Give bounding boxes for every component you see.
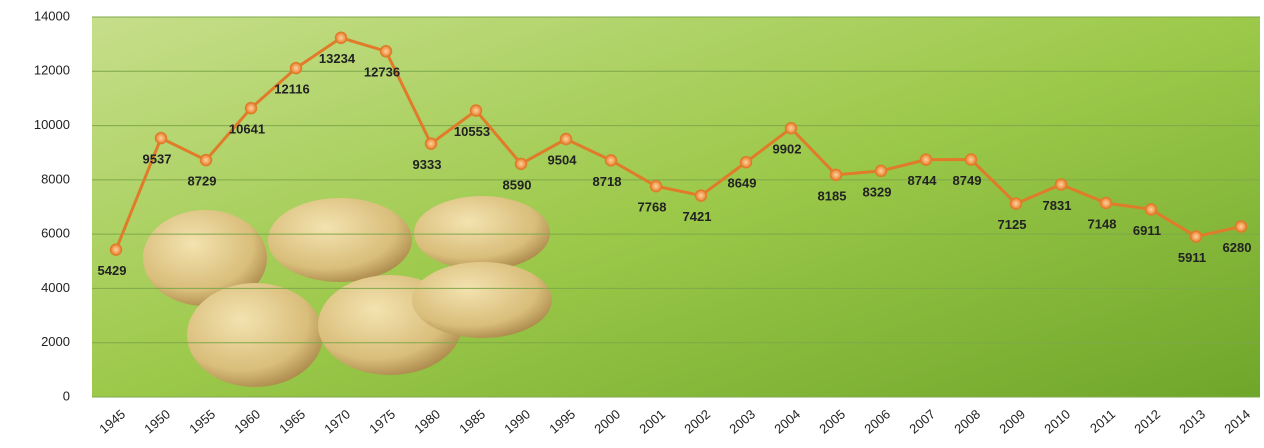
value-label: 8749 <box>953 173 982 188</box>
marker <box>334 31 348 45</box>
value-label: 7125 <box>998 217 1027 232</box>
value-label: 12116 <box>274 82 309 97</box>
x-tick-label: 1975 <box>366 406 398 436</box>
y-tick-label: 12000 <box>34 63 70 78</box>
value-label: 9504 <box>548 152 578 167</box>
x-tick-label: 1990 <box>501 406 533 436</box>
value-label: 8590 <box>503 177 532 192</box>
marker <box>874 164 888 178</box>
value-label: 10641 <box>229 122 265 137</box>
value-label: 5429 <box>98 263 127 278</box>
value-label: 6280 <box>1223 240 1252 255</box>
marker <box>424 137 438 150</box>
value-label: 13234 <box>319 51 356 66</box>
x-tick-label: 1965 <box>276 406 308 436</box>
marker <box>289 61 303 75</box>
marker <box>784 121 798 135</box>
x-tick-label: 2004 <box>771 406 803 436</box>
marker <box>1144 203 1158 216</box>
x-tick-label: 1980 <box>411 406 443 436</box>
value-label: 8729 <box>188 174 217 189</box>
value-label: 9537 <box>143 152 172 167</box>
value-label: 8649 <box>728 176 757 191</box>
marker <box>244 101 258 115</box>
line <box>114 36 1242 251</box>
marker <box>199 153 213 167</box>
marker <box>514 157 528 171</box>
x-tick-label: 2014 <box>1221 406 1253 436</box>
x-tick-label: 1960 <box>231 406 263 436</box>
marker <box>649 179 663 193</box>
potatoes <box>143 196 552 387</box>
x-tick-label: 2012 <box>1131 406 1163 436</box>
value-label: 12736 <box>364 65 400 80</box>
y-tick-label: 4000 <box>41 280 70 295</box>
y-tick-label: 8000 <box>41 171 70 186</box>
x-tick-label: 2006 <box>861 406 893 436</box>
marker <box>964 153 978 166</box>
x-tick-label: 2001 <box>636 406 668 436</box>
x-tick-label: 2000 <box>591 406 623 436</box>
y-tick-label: 10000 <box>34 117 70 132</box>
value-label: 8718 <box>593 174 622 189</box>
x-tick-label: 1945 <box>96 406 128 436</box>
y-tick-label: 0 <box>63 388 70 403</box>
y-tick-label: 2000 <box>41 334 70 349</box>
marker <box>154 131 168 145</box>
x-tick-label: 2003 <box>726 406 758 436</box>
y-tick-label: 14000 <box>34 8 70 23</box>
marker <box>1054 178 1068 191</box>
marker <box>694 189 708 202</box>
marker <box>379 45 393 58</box>
value-label: 7768 <box>638 200 667 215</box>
marker <box>1234 220 1248 233</box>
marker <box>469 104 483 117</box>
y-tick-label: 6000 <box>41 226 70 241</box>
value-label: 8185 <box>818 188 847 203</box>
marker <box>1009 197 1023 210</box>
value-label: 10553 <box>454 124 490 139</box>
x-tick-label: 2013 <box>1176 406 1208 436</box>
x-tick-label: 2010 <box>1041 406 1073 436</box>
x-tick-label: 1955 <box>186 406 218 436</box>
value-label: 7421 <box>683 209 712 224</box>
value-label: 5911 <box>1178 250 1206 265</box>
x-tick-label: 2002 <box>681 406 713 436</box>
marker <box>604 154 618 167</box>
marker <box>1189 230 1203 243</box>
value-label: 7148 <box>1088 216 1117 231</box>
x-tick-label: 1970 <box>321 406 353 436</box>
value-label: 7831 <box>1043 198 1072 213</box>
marker <box>919 153 933 166</box>
marker <box>829 168 843 182</box>
value-label: 8744 <box>908 173 938 188</box>
x-tick-label: 2005 <box>816 406 848 436</box>
value-label: 8329 <box>863 184 892 199</box>
x-tick-label: 2008 <box>951 406 983 436</box>
marker <box>559 132 573 146</box>
x-tick-label: 1995 <box>546 406 578 436</box>
marker <box>109 243 123 256</box>
x-tick-label: 2011 <box>1087 406 1118 435</box>
value-label: 9902 <box>773 142 802 157</box>
x-tick-label: 1985 <box>456 406 488 436</box>
value-label: 9333 <box>413 157 442 172</box>
value-label: 6911 <box>1133 223 1161 238</box>
marker <box>1099 196 1113 210</box>
x-tick-label: 2009 <box>996 406 1028 436</box>
x-tick-label: 2007 <box>906 406 938 436</box>
marker <box>739 155 753 169</box>
x-tick-label: 1950 <box>141 406 173 436</box>
